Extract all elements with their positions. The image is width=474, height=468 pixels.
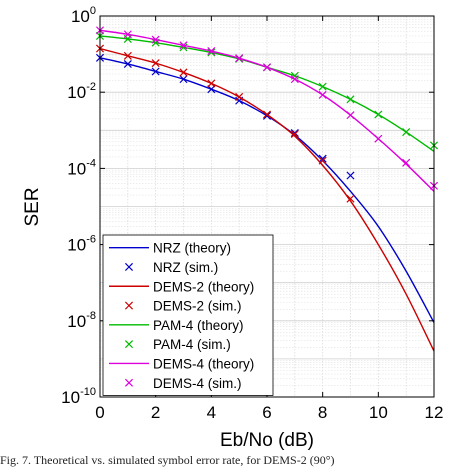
series-layer bbox=[95, 26, 439, 352]
marker-dems-4-sim bbox=[123, 30, 132, 39]
y-axis-label: SER bbox=[22, 187, 43, 226]
legend-label: NRZ (theory) bbox=[153, 241, 231, 256]
marker-dems-4-sim bbox=[179, 41, 188, 50]
x-tick-label: 12 bbox=[425, 403, 444, 422]
marker-dems-2-sim bbox=[179, 68, 188, 77]
marker-dems-2-sim bbox=[151, 59, 160, 68]
legend-swatch-marker bbox=[124, 301, 134, 310]
marker-dems-4-sim bbox=[235, 54, 244, 63]
x-tick-label: 0 bbox=[95, 403, 104, 422]
marker-nrz-sim bbox=[346, 171, 355, 180]
marker-dems-2-sim bbox=[207, 79, 216, 88]
legend-label: DEMS-2 (theory) bbox=[153, 279, 254, 294]
legend-swatch-marker bbox=[124, 340, 134, 349]
marker-nrz-sim bbox=[207, 85, 216, 94]
legend-label: DEMS-4 (sim.) bbox=[153, 376, 242, 391]
legend-label: DEMS-2 (sim.) bbox=[153, 299, 242, 314]
legend-entry-pam-4-theory: PAM-4 (theory) bbox=[109, 318, 244, 333]
x-tick-label: 4 bbox=[207, 403, 216, 422]
marker-dems-2-sim bbox=[123, 51, 132, 60]
legend-entry-dems-4-theory: DEMS-4 (theory) bbox=[109, 356, 254, 371]
y-tick-label: 10-6 bbox=[67, 234, 96, 255]
legend-entry-dems-2-sim: DEMS-2 (sim.) bbox=[124, 299, 242, 314]
legend: NRZ (theory) NRZ (sim.) DEMS-2 (theory) DEM… bbox=[102, 234, 274, 396]
marker-nrz-sim bbox=[290, 128, 299, 138]
marker-nrz-sim bbox=[151, 67, 160, 76]
marker-dems-2-sim bbox=[346, 194, 355, 203]
x-axis-label: Eb/No (dB) bbox=[220, 430, 314, 451]
marker-dems-4-sim bbox=[374, 134, 383, 143]
marker-pam-4-sim bbox=[402, 128, 411, 137]
figure-caption: Fig. 7. Theoretical vs. simulated symbol… bbox=[0, 453, 335, 467]
marker-dems-2-sim bbox=[235, 92, 244, 101]
x-tick-label: 6 bbox=[262, 403, 271, 422]
y-tick-label: 10-4 bbox=[67, 157, 96, 178]
legend-label: PAM-4 (sim.) bbox=[153, 337, 231, 352]
y-tick-label: 100 bbox=[71, 5, 96, 26]
y-tick-label: 10-10 bbox=[61, 386, 96, 407]
legend-label: DEMS-4 (theory) bbox=[153, 356, 254, 371]
legend-label: NRZ (sim.) bbox=[153, 260, 218, 275]
marker-dems-4-sim bbox=[402, 158, 411, 167]
legend-box bbox=[102, 234, 274, 396]
marker-dems-4-sim bbox=[262, 63, 272, 72]
legend-entry-dems-2-theory: DEMS-2 (theory) bbox=[109, 279, 254, 294]
marker-dems-4-sim bbox=[151, 35, 160, 44]
legend-swatch-marker bbox=[124, 262, 134, 271]
y-tick-label: 10-2 bbox=[67, 81, 96, 102]
marker-dems-2-sim bbox=[290, 129, 299, 139]
legend-entry-dems-4-sim: DEMS-4 (sim.) bbox=[124, 376, 242, 391]
marker-pam-4-sim bbox=[346, 95, 355, 104]
marker-pam-4-sim bbox=[318, 82, 327, 91]
x-tick-label: 10 bbox=[369, 403, 388, 422]
legend-entry-pam-4-sim: PAM-4 (sim.) bbox=[124, 337, 231, 352]
marker-dems-4-sim bbox=[346, 111, 355, 120]
legend-label: PAM-4 (theory) bbox=[153, 318, 244, 333]
y-tick-label: 10-8 bbox=[67, 310, 96, 331]
x-tick-label: 8 bbox=[318, 403, 327, 422]
x-tick-label: 2 bbox=[151, 403, 160, 422]
legend-entry-nrz-sim: NRZ (sim.) bbox=[124, 260, 218, 275]
marker-dems-4-sim bbox=[318, 90, 327, 99]
legend-entry-nrz-theory: NRZ (theory) bbox=[109, 241, 231, 256]
marker-pam-4-sim bbox=[374, 110, 383, 119]
ticks-layer: 0 2 4 6 8 10 12 100 10-2 10-4 10-6 10-8 10-10 bbox=[61, 5, 443, 422]
marker-dems-2-sim bbox=[262, 110, 272, 119]
marker-nrz-sim bbox=[123, 59, 132, 69]
marker-dems-4-sim bbox=[290, 75, 299, 84]
marker-nrz-sim bbox=[179, 75, 188, 84]
ser-chart: 0 2 4 6 8 10 12 100 10-2 10-4 10-6 10-8 10-10 Eb/No … bbox=[22, 5, 443, 451]
legend-swatch-marker bbox=[124, 378, 134, 387]
marker-dems-2-sim bbox=[318, 156, 327, 165]
marker-nrz-sim bbox=[318, 154, 327, 163]
marker-dems-4-sim bbox=[207, 47, 216, 56]
